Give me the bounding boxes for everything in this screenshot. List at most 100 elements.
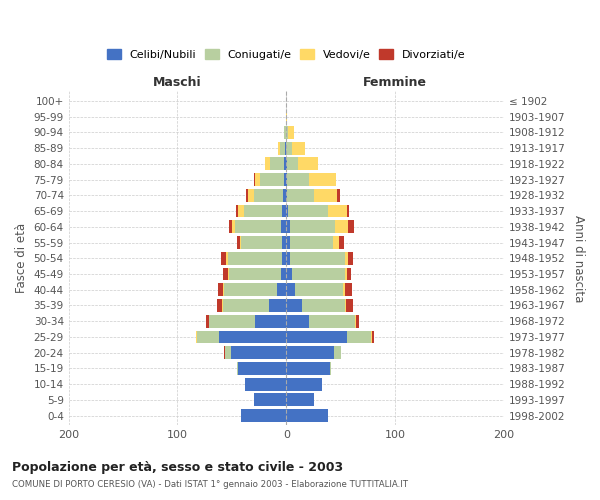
Bar bbox=[229, 268, 281, 280]
Bar bbox=[289, 126, 294, 139]
Bar bbox=[227, 268, 229, 280]
Bar bbox=[285, 142, 286, 154]
Bar bbox=[355, 315, 356, 328]
Bar bbox=[286, 189, 287, 202]
Bar bbox=[265, 158, 270, 170]
Bar bbox=[286, 110, 287, 123]
Bar bbox=[286, 394, 314, 406]
Bar bbox=[227, 252, 282, 264]
Bar bbox=[284, 173, 286, 186]
Bar bbox=[284, 126, 286, 139]
Y-axis label: Fasce di età: Fasce di età bbox=[15, 223, 28, 294]
Bar bbox=[347, 268, 350, 280]
Bar bbox=[286, 362, 330, 375]
Bar bbox=[244, 204, 282, 218]
Bar bbox=[282, 236, 286, 249]
Bar bbox=[286, 378, 322, 390]
Bar bbox=[287, 173, 309, 186]
Text: COMUNE DI PORTO CERESIO (VA) - Dati ISTAT 1° gennaio 2003 - Elaborazione TUTTITA: COMUNE DI PORTO CERESIO (VA) - Dati ISTA… bbox=[12, 480, 408, 489]
Bar bbox=[286, 204, 289, 218]
Text: Maschi: Maschi bbox=[153, 76, 202, 89]
Bar bbox=[298, 158, 318, 170]
Bar bbox=[221, 252, 226, 264]
Bar bbox=[226, 252, 227, 264]
Bar bbox=[290, 236, 333, 249]
Bar bbox=[223, 299, 269, 312]
Bar bbox=[286, 346, 334, 359]
Bar bbox=[286, 220, 290, 233]
Bar bbox=[238, 362, 286, 375]
Bar bbox=[292, 142, 305, 154]
Bar bbox=[280, 142, 285, 154]
Bar bbox=[338, 236, 344, 249]
Bar bbox=[337, 189, 340, 202]
Bar bbox=[260, 173, 284, 186]
Bar bbox=[347, 204, 349, 218]
Bar bbox=[231, 346, 286, 359]
Bar bbox=[255, 173, 260, 186]
Bar bbox=[270, 158, 284, 170]
Bar bbox=[330, 362, 331, 375]
Bar bbox=[229, 220, 232, 233]
Bar bbox=[334, 346, 341, 359]
Bar bbox=[278, 142, 280, 154]
Bar bbox=[236, 204, 238, 218]
Bar bbox=[286, 330, 347, 344]
Bar bbox=[206, 315, 209, 328]
Bar bbox=[290, 220, 335, 233]
Bar bbox=[283, 189, 286, 202]
Bar bbox=[343, 284, 345, 296]
Bar bbox=[345, 284, 352, 296]
Bar bbox=[219, 330, 286, 344]
Bar bbox=[241, 236, 282, 249]
Bar bbox=[292, 268, 345, 280]
Bar bbox=[286, 315, 309, 328]
Bar bbox=[254, 173, 255, 186]
Text: Popolazione per età, sesso e stato civile - 2003: Popolazione per età, sesso e stato civil… bbox=[12, 462, 343, 474]
Bar bbox=[286, 142, 292, 154]
Bar bbox=[241, 409, 286, 422]
Bar bbox=[223, 284, 224, 296]
Bar bbox=[248, 189, 254, 202]
Bar bbox=[333, 236, 338, 249]
Bar bbox=[269, 299, 286, 312]
Bar bbox=[286, 409, 328, 422]
Bar bbox=[356, 315, 359, 328]
Bar bbox=[289, 204, 328, 218]
Bar bbox=[286, 158, 287, 170]
Bar bbox=[245, 378, 286, 390]
Bar bbox=[196, 330, 197, 344]
Bar bbox=[254, 189, 283, 202]
Bar bbox=[349, 220, 354, 233]
Bar bbox=[238, 236, 239, 249]
Bar bbox=[345, 299, 346, 312]
Bar bbox=[286, 299, 302, 312]
Bar bbox=[282, 252, 286, 264]
Bar bbox=[235, 220, 281, 233]
Bar bbox=[255, 315, 286, 328]
Bar bbox=[371, 330, 372, 344]
Bar bbox=[328, 204, 347, 218]
Bar bbox=[345, 268, 347, 280]
Text: Femmine: Femmine bbox=[363, 76, 427, 89]
Bar bbox=[346, 299, 353, 312]
Bar bbox=[222, 299, 223, 312]
Bar bbox=[254, 394, 286, 406]
Bar bbox=[309, 173, 337, 186]
Bar bbox=[197, 330, 219, 344]
Bar bbox=[226, 346, 231, 359]
Bar bbox=[232, 220, 235, 233]
Bar bbox=[345, 252, 349, 264]
Bar bbox=[238, 204, 244, 218]
Bar bbox=[224, 284, 277, 296]
Bar bbox=[218, 284, 223, 296]
Bar bbox=[224, 346, 226, 359]
Bar bbox=[286, 284, 295, 296]
Bar bbox=[286, 268, 292, 280]
Bar bbox=[282, 204, 286, 218]
Bar bbox=[246, 189, 248, 202]
Bar bbox=[287, 158, 298, 170]
Bar bbox=[217, 299, 222, 312]
Bar bbox=[239, 236, 241, 249]
Bar bbox=[286, 126, 289, 139]
